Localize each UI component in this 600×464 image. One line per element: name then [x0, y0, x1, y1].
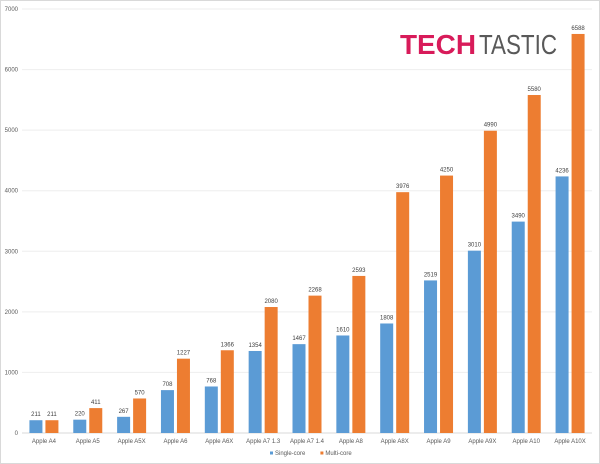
bar-multi-core: [308, 295, 322, 433]
x-tick-label: Apple A7 1.3: [246, 439, 281, 445]
data-label: 1227: [177, 351, 191, 357]
data-label: 1808: [380, 315, 394, 321]
data-label: 1467: [292, 336, 306, 342]
bar-multi-core: [483, 130, 497, 433]
x-tick-label: Apple A8X: [381, 439, 409, 445]
legend-swatch: [270, 451, 273, 455]
data-label: 708: [162, 382, 173, 388]
data-label: 2519: [424, 272, 438, 278]
logo-tastic: TASTIC: [479, 29, 557, 60]
data-label: 220: [75, 412, 86, 418]
legend-label: Multi-core: [325, 451, 352, 457]
data-label: 4236: [555, 168, 569, 174]
bar-single-core: [292, 344, 306, 433]
bar-single-core: [336, 335, 350, 433]
y-tick-label: 4000: [5, 189, 19, 195]
x-tick-label: Apple A6: [163, 439, 188, 445]
y-tick-label: 1000: [5, 370, 19, 376]
data-label: 2080: [264, 299, 278, 305]
bar-single-core: [555, 176, 569, 433]
bar-multi-core: [220, 350, 234, 433]
x-tick-label: Apple A5: [76, 439, 101, 445]
x-tick-label: Apple A4: [32, 439, 57, 445]
bar-multi-core: [440, 175, 454, 434]
data-label: 570: [135, 390, 146, 396]
data-label: 2593: [352, 268, 366, 274]
bar-single-core: [511, 221, 525, 433]
bar-single-core: [248, 350, 262, 433]
data-label: 1354: [248, 343, 262, 349]
legend-label: Single-core: [275, 451, 306, 457]
data-label: 4990: [484, 123, 498, 129]
y-tick-label: 3000: [5, 249, 19, 255]
bar-multi-core: [133, 398, 147, 433]
x-tick-label: Apple A10: [513, 439, 541, 445]
x-tick-label: Apple A6X: [205, 439, 233, 445]
x-tick-label: Apple A10X: [554, 439, 585, 445]
data-label: 3976: [396, 184, 410, 190]
x-tick-label: Apple A9: [427, 439, 452, 445]
data-label: 211: [31, 412, 41, 418]
data-label: 3010: [468, 243, 482, 249]
techtastic-logo: TECH TASTIC: [400, 29, 557, 60]
bar-single-core: [73, 419, 87, 433]
bar-single-core: [380, 323, 394, 433]
bar-single-core: [424, 280, 438, 433]
data-label: 768: [206, 378, 217, 384]
bar-single-core: [467, 250, 481, 433]
data-label: 211: [47, 412, 57, 418]
data-label: 1610: [336, 327, 350, 333]
bar-multi-core: [45, 420, 59, 433]
data-label: 4250: [440, 168, 454, 174]
y-tick-label: 0: [15, 431, 19, 437]
y-tick-label: 5000: [5, 128, 19, 134]
data-label: 267: [119, 409, 130, 415]
data-label: 5580: [528, 87, 542, 93]
data-label: 6588: [571, 26, 585, 32]
bar-single-core: [160, 390, 174, 433]
y-tick-label: 2000: [5, 310, 19, 316]
x-tick-label: Apple A7 1.4: [290, 439, 325, 445]
data-label: 1366: [221, 342, 235, 348]
bar-single-core: [204, 386, 218, 433]
bar-multi-core: [396, 192, 410, 433]
y-tick-label: 7000: [5, 7, 19, 13]
x-tick-label: Apple A9X: [468, 439, 496, 445]
bar-single-core: [117, 416, 131, 433]
data-label: 411: [91, 400, 101, 406]
data-label: 3490: [512, 214, 526, 220]
bar-multi-core: [264, 307, 278, 433]
bar-multi-core: [89, 408, 103, 433]
data-label: 2268: [308, 288, 322, 294]
logo-tech: TECH: [400, 29, 476, 60]
bar-single-core: [29, 420, 43, 433]
bar-multi-core: [527, 95, 541, 434]
x-tick-label: Apple A5X: [118, 439, 146, 445]
bar-multi-core: [176, 358, 190, 433]
bar-multi-core: [571, 33, 585, 433]
x-tick-label: Apple A8: [339, 439, 364, 445]
y-tick-label: 6000: [5, 68, 19, 74]
bar-multi-core: [352, 275, 366, 433]
legend-swatch: [320, 451, 324, 455]
